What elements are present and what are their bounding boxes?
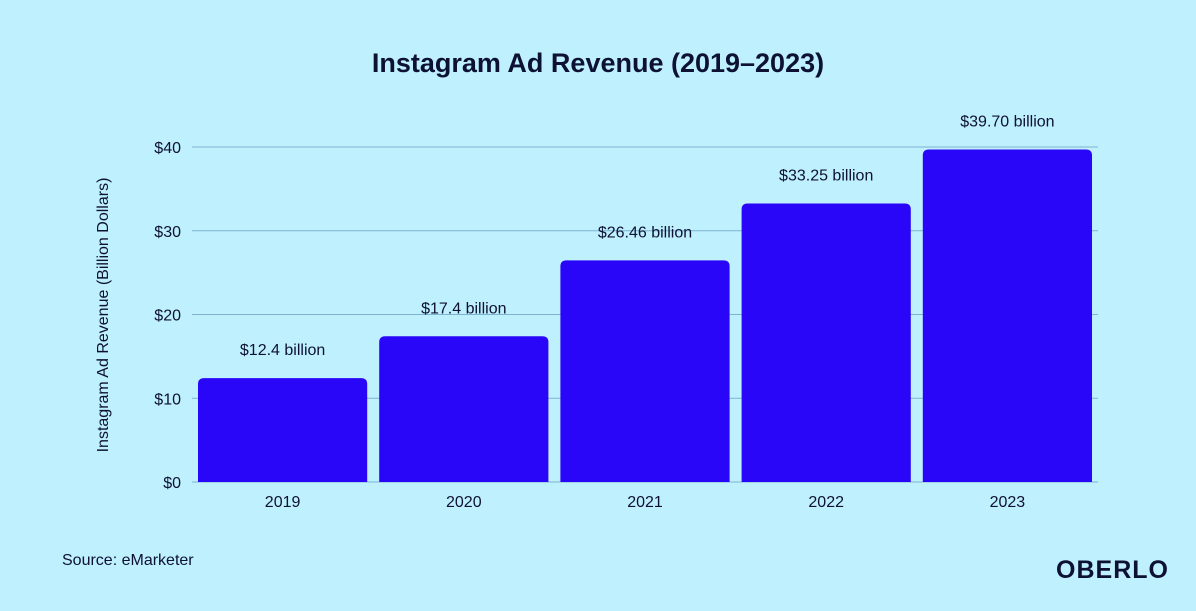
y-tick-label: $10 xyxy=(154,391,181,408)
data-label: $39.70 billion xyxy=(960,114,1054,131)
y-tick-label: $30 xyxy=(154,224,181,241)
bar xyxy=(741,203,911,482)
x-axis-ticks: 2019 2020 2021 2022 2023 xyxy=(265,494,1025,511)
data-label: $12.4 billion xyxy=(240,342,325,359)
chart-title: Instagram Ad Revenue (2019–2023) xyxy=(372,48,824,78)
bar xyxy=(922,149,1092,482)
source-note: Source: eMarketer xyxy=(62,552,194,569)
oberlo-logo: OBERLO xyxy=(1056,556,1169,584)
y-tick-label: $40 xyxy=(154,140,181,157)
x-tick-label: 2019 xyxy=(265,494,301,511)
data-labels: $12.4 billion $17.4 billion $26.46 billion… xyxy=(240,114,1055,360)
data-label: $26.46 billion xyxy=(598,224,692,241)
bar xyxy=(198,378,368,482)
data-label: $33.25 billion xyxy=(779,168,873,185)
bar xyxy=(379,336,549,482)
bar xyxy=(560,260,730,482)
y-tick-label: $0 xyxy=(163,475,181,492)
x-tick-label: 2021 xyxy=(627,494,663,511)
bars xyxy=(198,149,1092,482)
y-axis-title: Instagram Ad Revenue (Billion Dollars) xyxy=(95,178,112,453)
x-tick-label: 2023 xyxy=(990,494,1026,511)
y-axis-ticks: $0 $10 $20 $30 $40 xyxy=(154,140,181,492)
y-tick-label: $20 xyxy=(154,308,181,325)
data-label: $17.4 billion xyxy=(421,300,506,317)
x-tick-label: 2022 xyxy=(808,494,844,511)
x-tick-label: 2020 xyxy=(446,494,482,511)
